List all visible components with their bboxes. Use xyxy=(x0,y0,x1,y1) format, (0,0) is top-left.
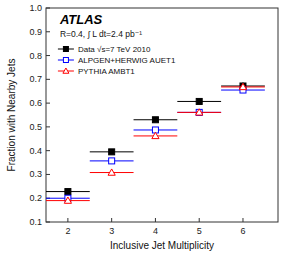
point xyxy=(240,83,246,89)
x-tick-label: 3 xyxy=(109,226,114,236)
x-tick xyxy=(67,218,68,222)
x-axis-label: Inclusive Jet Multiplicity xyxy=(110,240,214,251)
x-tick-label: 6 xyxy=(240,226,245,236)
point xyxy=(152,132,159,138)
subtitle: R=0.4, ∫ L dt=2.4 pb⁻¹ xyxy=(60,29,142,39)
point xyxy=(196,109,202,115)
legend: Data √s=7 TeV 2010 ALPGEN+HERWIG AUET1 PYT… xyxy=(58,45,176,76)
x-tick xyxy=(155,218,156,222)
legend-label: Data √s=7 TeV 2010 xyxy=(78,45,151,54)
legend-label: ALPGEN+HERWIG AUET1 xyxy=(78,56,176,65)
y-tick-label: 1.0 xyxy=(29,3,42,13)
point xyxy=(108,169,115,175)
plot-area xyxy=(46,82,265,203)
title: ATLAS xyxy=(59,12,103,27)
legend-marker xyxy=(63,58,68,63)
y-axis-label: Fraction with Nearby Jets xyxy=(6,59,17,172)
y-tick-label: 0.2 xyxy=(29,193,42,203)
y-tick xyxy=(46,126,50,127)
point xyxy=(109,158,115,164)
series xyxy=(46,82,265,194)
x-tick-label: 2 xyxy=(65,226,70,236)
point xyxy=(152,117,158,123)
legend-marker xyxy=(63,47,68,52)
point xyxy=(239,83,246,89)
y-tick xyxy=(46,174,50,175)
y-tick-label: 0.6 xyxy=(29,98,42,108)
y-tick xyxy=(46,55,50,56)
y-tick-label: 0.9 xyxy=(29,27,42,37)
y-tick-label: 0.1 xyxy=(29,217,42,227)
x-tick xyxy=(242,218,243,222)
y-tick-label: 0.3 xyxy=(29,169,42,179)
chart: 2 3 4 5 6 0.1 0.2 0.3 0.4 0.5 0.6 0.7 0.8 0.9 1.0 Inclu… xyxy=(0,0,286,263)
y-tick xyxy=(46,222,50,223)
y-tick xyxy=(46,8,50,9)
point xyxy=(196,98,202,104)
y-tick-label: 0.8 xyxy=(29,51,42,61)
point xyxy=(196,109,203,115)
y-tick xyxy=(46,150,50,151)
y-tick xyxy=(46,79,50,80)
y-tick xyxy=(46,103,50,104)
legend-marker xyxy=(63,68,69,73)
y-tick-label: 0.5 xyxy=(29,122,42,132)
x-tick xyxy=(111,218,112,222)
y-tick-label: 0.7 xyxy=(29,74,42,84)
series xyxy=(46,83,265,203)
y-tick xyxy=(46,31,50,32)
series xyxy=(46,87,265,201)
x-tick xyxy=(199,218,200,222)
point xyxy=(109,149,115,155)
x-tick-label: 4 xyxy=(153,226,158,236)
x-tick-label: 5 xyxy=(197,226,202,236)
y-tick-label: 0.4 xyxy=(29,146,42,156)
point xyxy=(65,189,71,195)
point xyxy=(64,197,71,203)
legend-label: PYTHIA AMBT1 xyxy=(78,67,135,76)
plot-frame xyxy=(46,8,278,222)
